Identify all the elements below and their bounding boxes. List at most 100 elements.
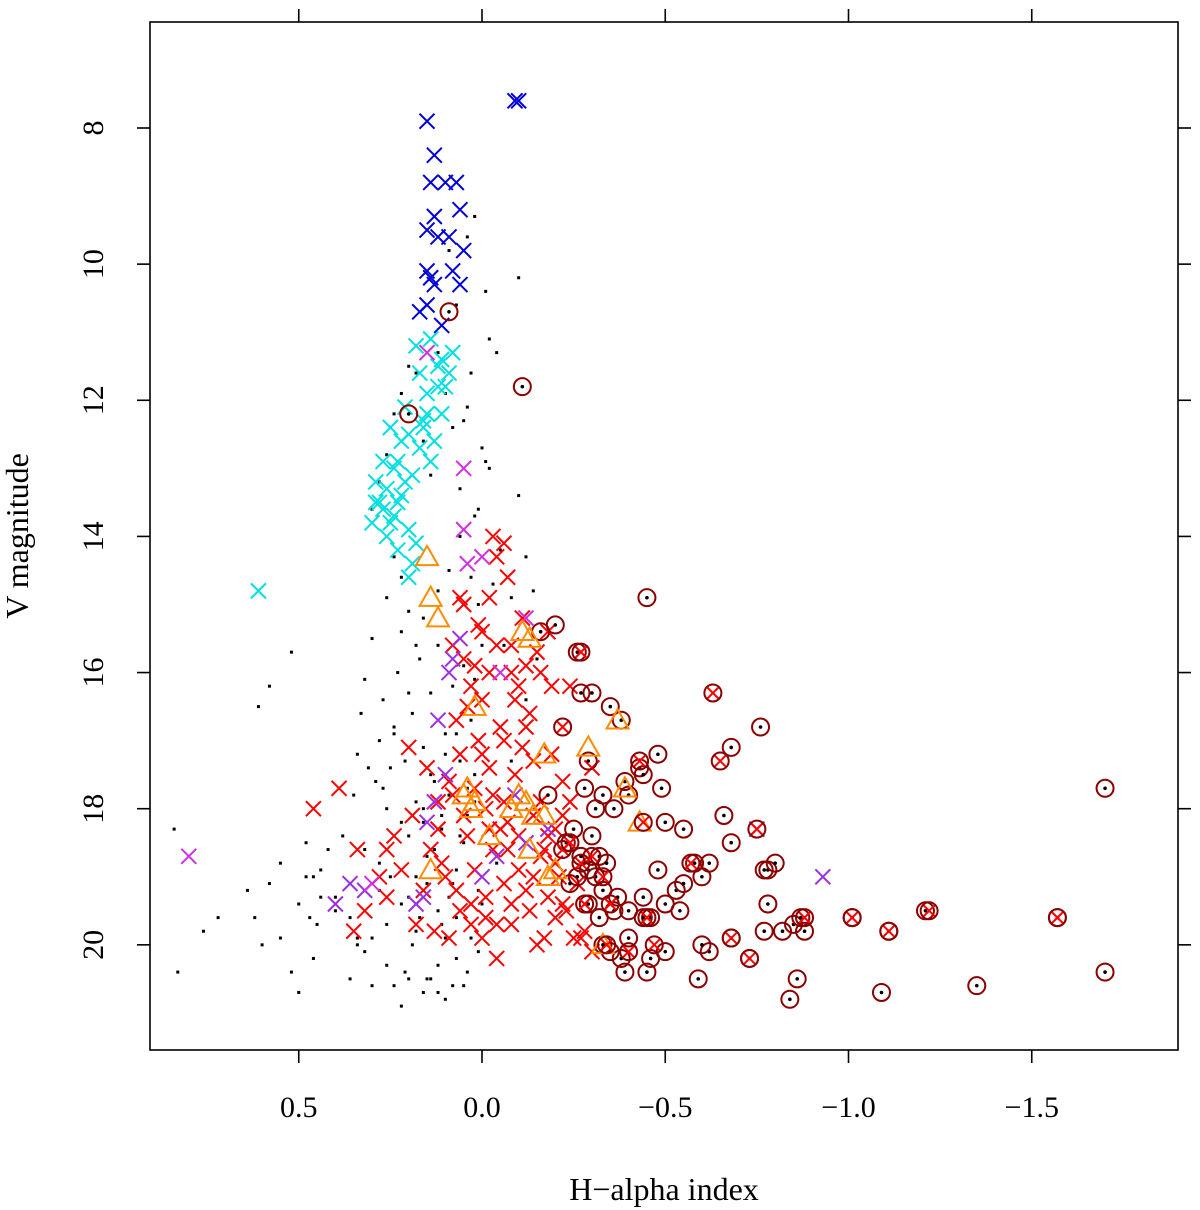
data-point-stroke	[444, 650, 461, 668]
data-point	[516, 625, 543, 648]
data-point	[567, 642, 587, 662]
data-point-stroke	[510, 92, 527, 109]
data-point	[842, 908, 862, 928]
data-point-dot	[626, 909, 631, 913]
data-point	[418, 405, 436, 423]
data-point-dot	[681, 827, 686, 831]
data-point	[410, 711, 414, 715]
data-point	[367, 473, 384, 491]
data-point	[462, 841, 466, 845]
data-point	[417, 856, 444, 880]
data-point-stroke	[415, 419, 432, 436]
data-point-stroke	[604, 897, 617, 911]
data-point	[426, 147, 443, 164]
data-point	[476, 822, 503, 846]
data-point	[377, 861, 381, 865]
data-point-stroke	[451, 201, 469, 218]
data-point-stroke	[341, 875, 359, 892]
data-point-dot	[538, 629, 543, 634]
data-point	[418, 221, 436, 239]
data-point-stroke	[488, 950, 505, 967]
data-point-ring	[582, 846, 602, 866]
data-point	[476, 507, 480, 511]
data-point	[245, 888, 249, 892]
data-point-ring	[780, 989, 800, 1009]
data-point-stroke	[596, 870, 610, 883]
data-point-stroke	[550, 868, 568, 885]
data-point	[451, 201, 469, 218]
data-point-stroke	[510, 861, 527, 879]
data-point-stroke	[418, 385, 436, 402]
data-point	[444, 344, 461, 361]
data-point-stroke	[407, 916, 425, 933]
data-point	[509, 596, 513, 600]
data-point	[480, 902, 484, 906]
data-point	[447, 568, 451, 572]
data-point	[655, 894, 675, 914]
data-point	[531, 741, 558, 764]
data-point	[517, 494, 521, 498]
data-point	[582, 846, 602, 866]
data-point	[363, 950, 367, 954]
data-point	[392, 412, 396, 416]
data-point	[575, 778, 595, 798]
data-point-ring	[578, 751, 598, 771]
data-point-stroke	[503, 916, 520, 933]
data-point-dot	[729, 745, 734, 750]
data-point-stroke	[565, 929, 582, 947]
series-triangle	[414, 543, 653, 955]
data-point-stroke	[418, 344, 436, 361]
data-point	[418, 814, 436, 831]
data-point-stroke	[462, 916, 480, 933]
data-point	[871, 982, 891, 1002]
data-point	[465, 814, 469, 818]
data-point	[503, 895, 520, 913]
data-point-ring	[597, 935, 617, 955]
data-point-dot	[619, 718, 624, 723]
data-point-ring	[740, 948, 760, 968]
data-point	[396, 671, 400, 675]
data-point	[512, 377, 532, 397]
data-point-dot	[597, 915, 602, 920]
data-point-stroke	[459, 555, 476, 572]
data-point-ring	[615, 962, 635, 982]
data-point	[370, 984, 374, 988]
data-point-stroke	[393, 861, 410, 879]
data-point	[385, 507, 403, 525]
data-point-stroke	[426, 147, 443, 164]
data-point-ring	[710, 751, 730, 771]
data-point	[589, 908, 609, 928]
data-point	[652, 778, 672, 798]
data-point-dot	[568, 881, 572, 886]
data-point-ring	[879, 921, 899, 941]
data-point-stroke	[506, 92, 524, 109]
data-point	[575, 734, 602, 757]
data-point	[454, 303, 458, 307]
data-point	[341, 875, 359, 892]
data-point	[462, 677, 480, 695]
data-point-stroke	[495, 793, 513, 811]
data-point	[421, 745, 425, 749]
data-point	[414, 543, 440, 567]
data-point-stroke	[622, 945, 635, 958]
data-point	[216, 916, 220, 920]
data-point-stroke	[1051, 911, 1064, 924]
data-point	[488, 950, 505, 967]
data-point	[681, 853, 701, 873]
data-point-stroke	[572, 929, 590, 947]
data-point	[429, 473, 433, 477]
data-point-stroke	[506, 766, 524, 783]
data-point	[604, 799, 624, 819]
data-point-stroke	[922, 904, 936, 918]
data-point	[615, 962, 635, 982]
data-point	[448, 174, 465, 191]
data-point-dot	[582, 786, 587, 791]
data-point	[600, 697, 620, 717]
data-point	[392, 555, 396, 559]
data-point-stroke	[488, 848, 505, 865]
data-point-stroke	[367, 473, 384, 491]
data-point	[418, 759, 436, 777]
data-point	[425, 605, 451, 628]
data-point	[454, 916, 458, 920]
data-point	[400, 569, 417, 586]
